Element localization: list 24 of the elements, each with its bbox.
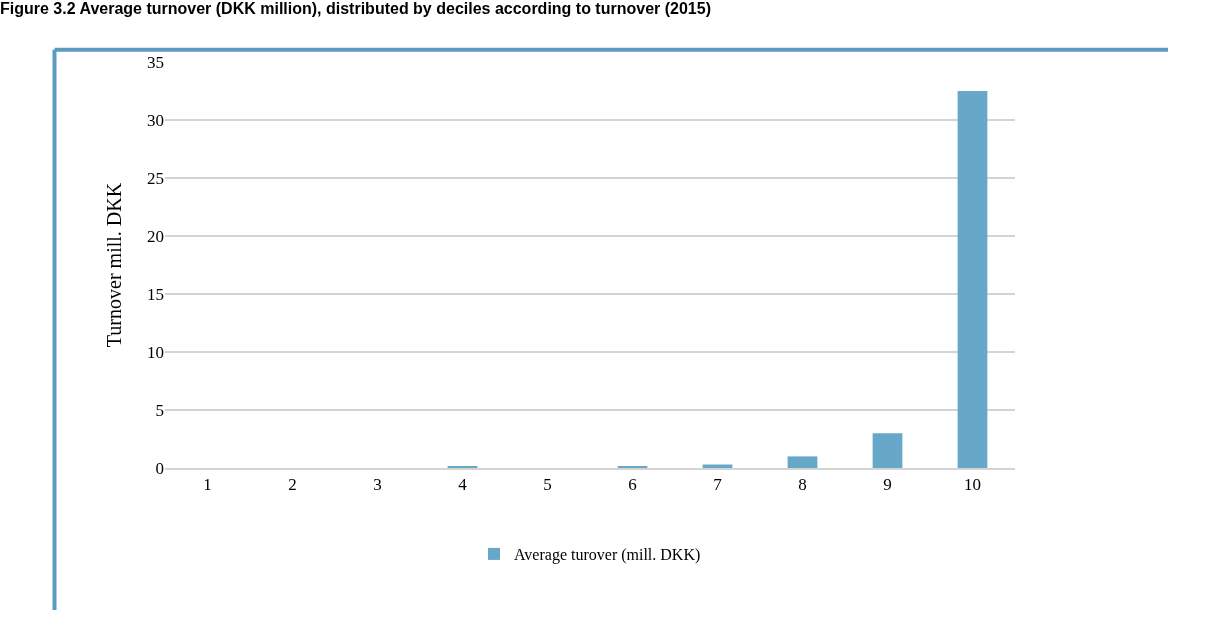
legend-label: Average turover (mill. DKK): [514, 546, 701, 565]
chart-title: Figure 3.2 Average turnover (DKK million), distributed by deciles according to turnover (2015): [0, 0, 711, 18]
x-tick-label: 3: [373, 475, 382, 495]
x-tick-label: 5: [543, 475, 552, 495]
x-tick-label: 7: [713, 475, 723, 495]
y-tick-label: 35: [147, 52, 164, 72]
x-tick-label: 8: [798, 475, 807, 495]
x-tick-label: 10: [964, 475, 981, 495]
x-tick-label: 6: [628, 475, 637, 495]
y-tick-label: 5: [155, 400, 164, 420]
bar: [787, 456, 818, 468]
y-tick-label: 0: [155, 458, 164, 478]
x-tick-label: 9: [883, 475, 892, 495]
y-tick-label: 15: [147, 284, 164, 304]
y-tick-label: 20: [147, 226, 164, 246]
y-tick-label: 25: [147, 168, 164, 188]
y-axis-title: Turnover mill. DKK: [102, 182, 125, 348]
bar: [957, 91, 988, 468]
y-tick-label: 10: [147, 342, 164, 362]
x-tick-label: 4: [458, 475, 468, 495]
x-tick-label: 1: [203, 475, 212, 495]
y-tick-label: 30: [147, 110, 164, 130]
bar: [872, 433, 903, 468]
x-tick-label: 2: [288, 475, 297, 495]
